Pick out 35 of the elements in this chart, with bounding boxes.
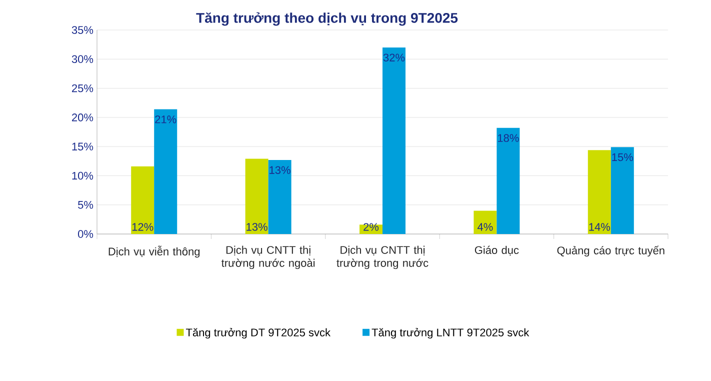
y-tick-label: 30% bbox=[72, 55, 94, 64]
x-tick-label: Dịch vụ CNTT thị trường nước ngoài bbox=[221, 246, 315, 270]
y-tick-label: 5% bbox=[78, 200, 94, 209]
x-tick-label: Giáo dục bbox=[474, 246, 519, 256]
bar bbox=[588, 150, 611, 234]
data-label: 32% bbox=[383, 54, 405, 62]
bar bbox=[245, 158, 268, 234]
data-label: 13% bbox=[270, 166, 290, 174]
data-label: 14% bbox=[589, 223, 610, 231]
bar bbox=[131, 166, 154, 234]
data-label: 4% bbox=[478, 223, 493, 231]
y-tick-label: 10% bbox=[72, 172, 94, 180]
bar bbox=[382, 47, 406, 234]
data-label: 15% bbox=[612, 153, 634, 162]
legend-label: Tăng trưởng LNTT 9T2025 svck bbox=[372, 328, 530, 339]
data-label: 18% bbox=[498, 134, 519, 142]
chart-title: Tăng trưởng theo dịch vụ trong 9T2025 bbox=[196, 12, 458, 26]
y-tick-label: 0% bbox=[78, 230, 94, 238]
bar bbox=[154, 109, 178, 234]
legend-label: Tăng trưởng DT 9T2025 svck bbox=[186, 328, 331, 339]
bar bbox=[610, 147, 634, 234]
bar bbox=[496, 128, 520, 234]
y-tick-label: 25% bbox=[72, 84, 94, 92]
data-label: 2% bbox=[364, 223, 379, 231]
bar bbox=[268, 160, 292, 234]
y-tick-label: 15% bbox=[72, 142, 94, 150]
y-tick-label: 35% bbox=[72, 26, 94, 34]
data-label: 21% bbox=[155, 115, 176, 124]
data-label: 12% bbox=[132, 223, 154, 231]
y-tick-label: 20% bbox=[72, 114, 94, 122]
data-label: 13% bbox=[246, 223, 268, 231]
bar bbox=[474, 210, 497, 234]
x-tick-label: Quảng cáo trực tuyến bbox=[557, 246, 664, 257]
x-tick-label: Dịch vụ viễn thông bbox=[108, 246, 200, 258]
x-tick-label: Dịch vụ CNTT thị trường trong nước bbox=[336, 246, 428, 270]
